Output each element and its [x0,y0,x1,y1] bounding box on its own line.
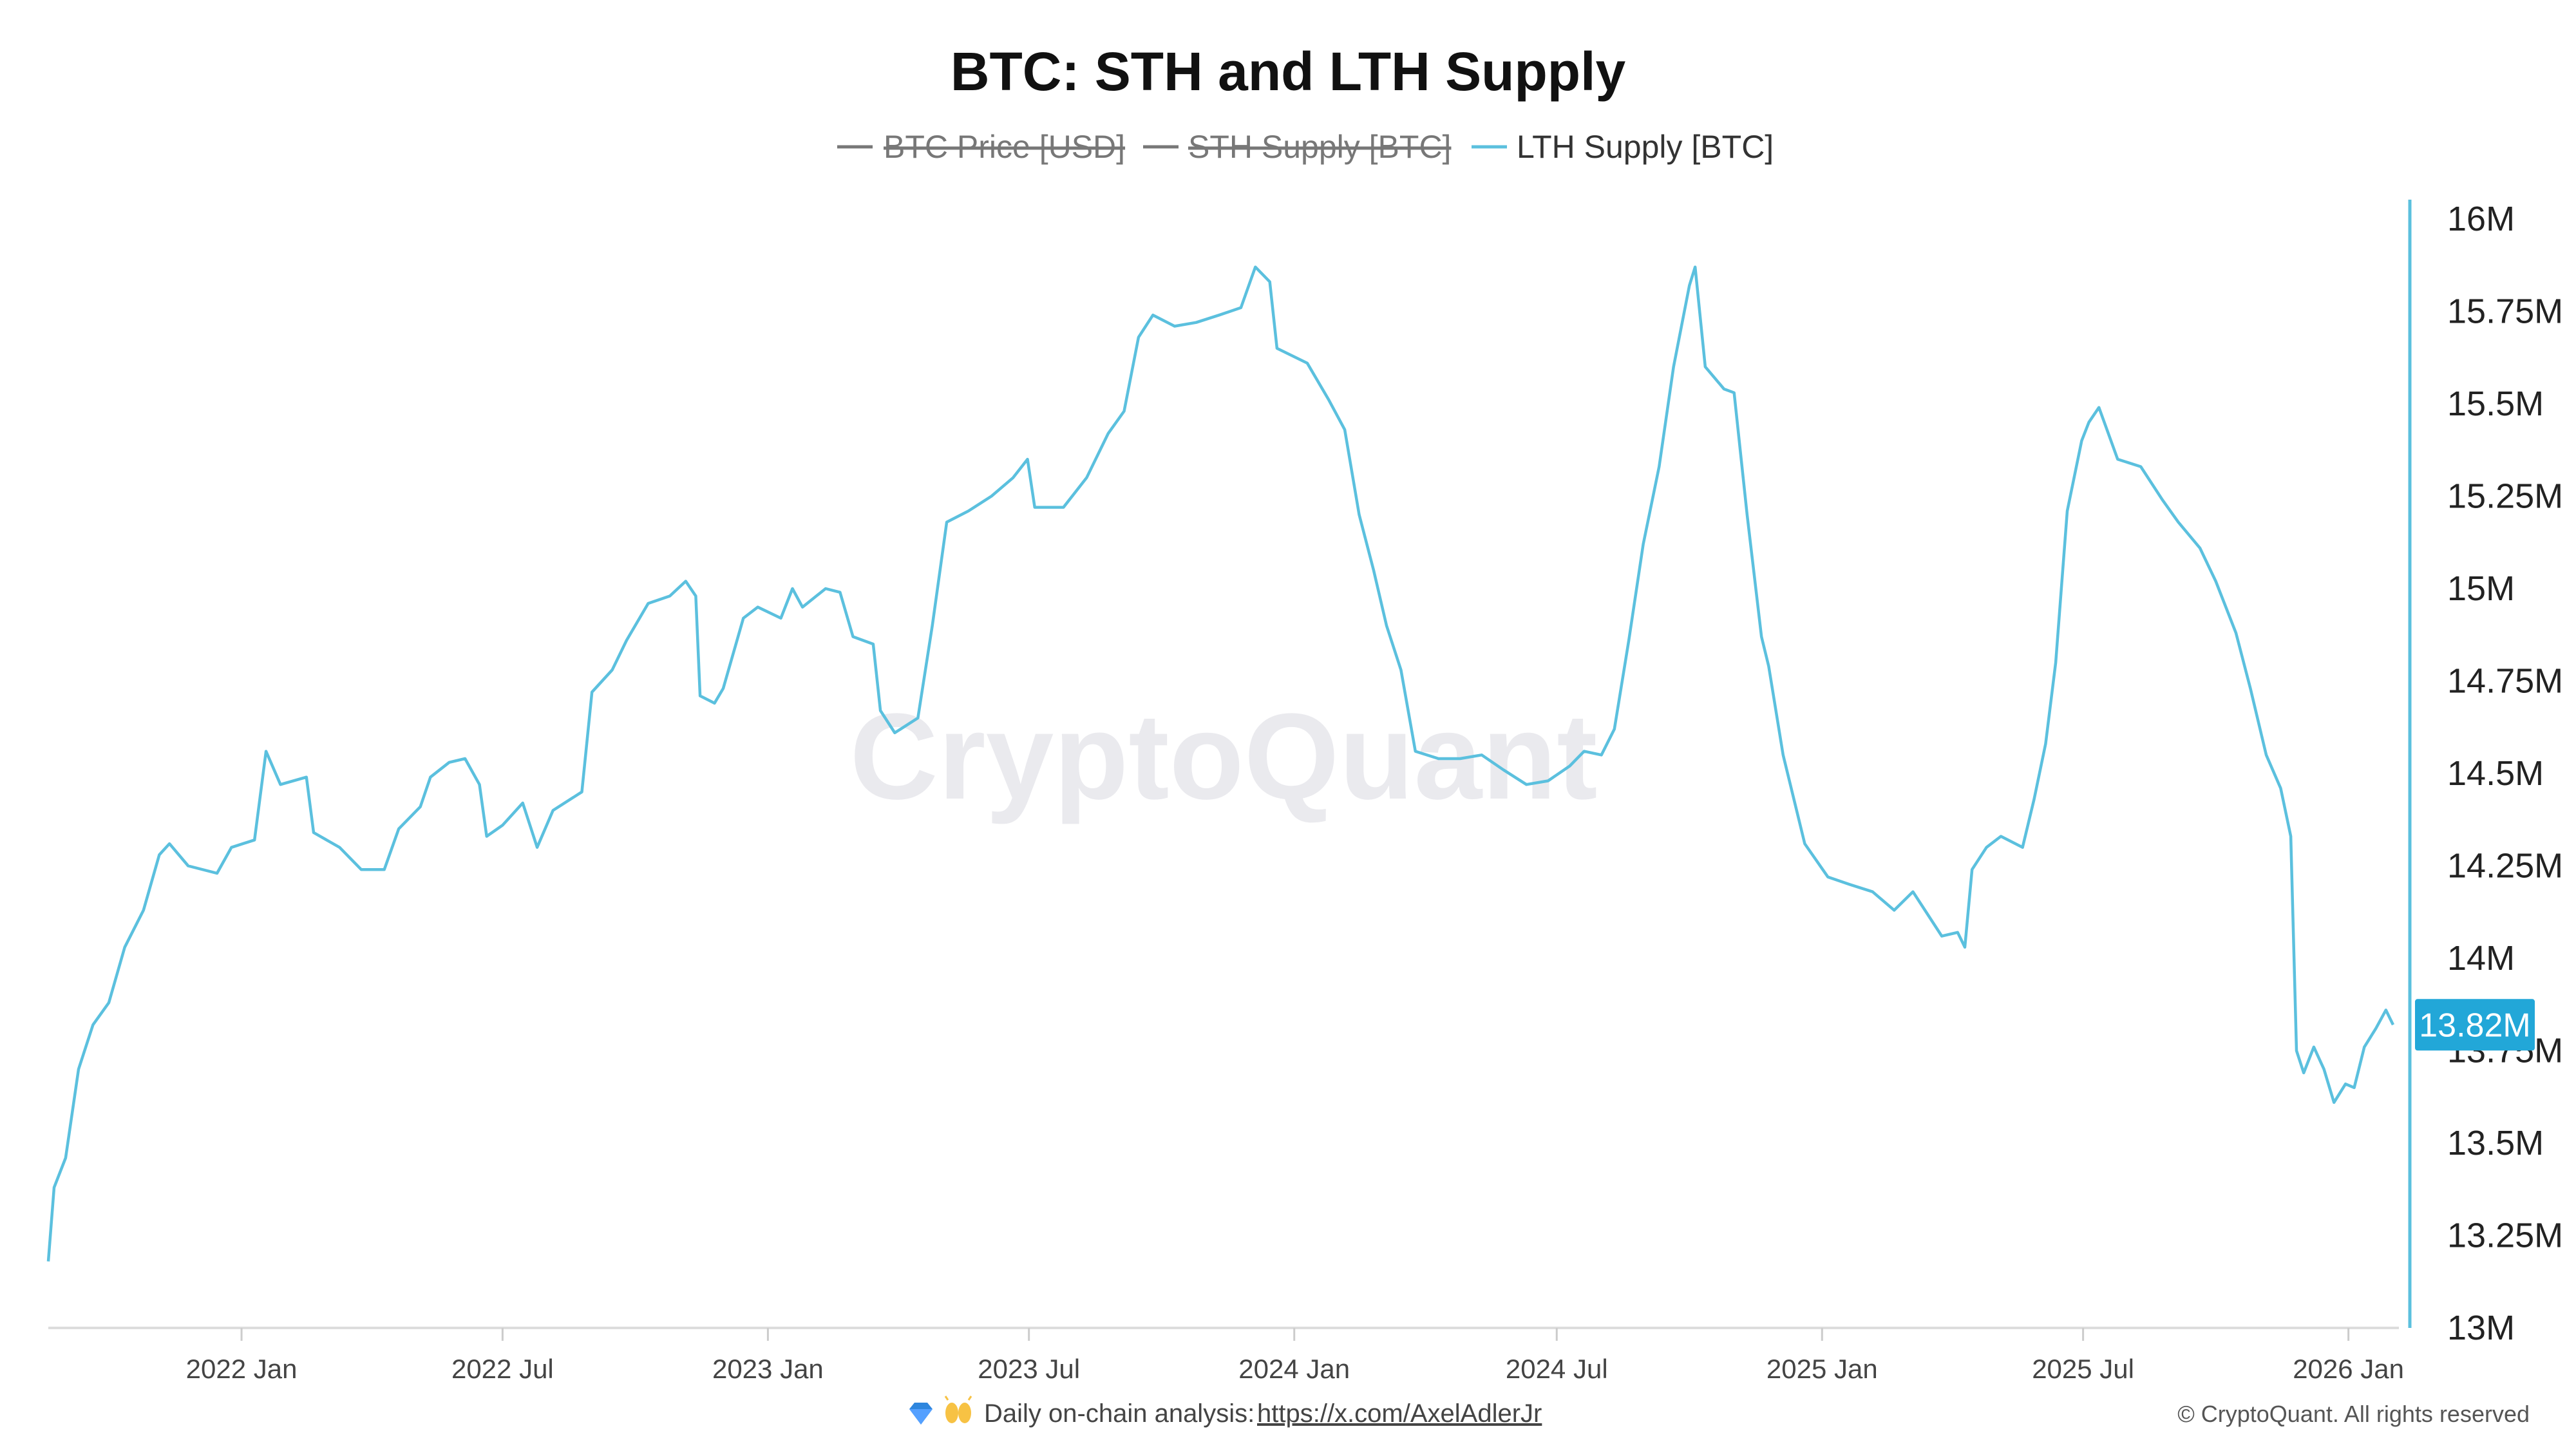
y-tick-label: 15.75M [2447,292,2563,331]
y-tick-label: 14.25M [2447,847,2563,886]
y-tick-label: 13.5M [2447,1124,2544,1162]
legend-label-btc-price: BTC Price [USD] [884,129,1125,165]
x-tick-label: 2024 Jan [1238,1354,1350,1384]
copyright: © CryptoQuant. All rights reserved [2177,1401,2530,1427]
x-tick-label: 2023 Jul [978,1354,1080,1384]
series-line-lth-supply [46,265,2395,1262]
x-tick-label: 2022 Jan [186,1354,298,1384]
x-tick-label: 2022 Jul [451,1354,554,1384]
y-tick-label: 15M [2447,569,2515,608]
legend-item-btc-price[interactable]: BTC Price [USD] [837,129,1125,165]
raising-hands-icon [944,1396,972,1423]
x-axis-ticks: 2022 Jan 2022 Jul 2023 Jan 2023 Jul 2024 Jan… [186,1328,2404,1384]
x-tick-label: 2024 Jul [1506,1354,1608,1384]
y-axis-ticks: 16M 15.75M 15.5M 15.25M 15M 14.75M 14.5M 14.25M… [2447,200,2563,1347]
y-tick-label: 14.75M [2447,662,2563,701]
chart-title: BTC: STH and LTH Supply [951,41,1626,102]
last-value-badge-bg [2415,999,2535,1051]
y-tick-label: 15.25M [2447,477,2563,516]
footer-text: Daily on-chain analysis: [984,1399,1255,1428]
y-tick-label: 13M [2447,1309,2515,1347]
legend-item-sth-supply[interactable]: STH Supply [BTC] [1143,129,1451,165]
footer: Daily on-chain analysis: https://x.com/A… [909,1396,2530,1428]
y-tick-label: 13.25M [2447,1217,2563,1255]
last-value-label: 13.82M [2419,1007,2530,1044]
y-tick-label: 14M [2447,939,2515,978]
legend: BTC Price [USD] STH Supply [BTC] LTH Sup… [837,129,1774,165]
y-tick-label: 14.5M [2447,754,2544,793]
footer-link[interactable]: https://x.com/AxelAdlerJr [1257,1399,1542,1428]
y-tick-label: 15.5M [2447,384,2544,423]
last-value-badge: 13.82M [2415,999,2535,1051]
legend-item-lth-supply[interactable]: LTH Supply [BTC] [1472,129,1774,165]
legend-label-lth-supply: LTH Supply [BTC] [1517,129,1774,165]
x-tick-label: 2026 Jan [2293,1354,2404,1384]
legend-label-sth-supply: STH Supply [BTC] [1188,129,1451,165]
gem-icon [909,1403,933,1425]
x-tick-label: 2025 Jan [1766,1354,1878,1384]
y-tick-label: 16M [2447,200,2515,238]
x-tick-label: 2023 Jan [712,1354,824,1384]
x-tick-label: 2025 Jul [2032,1354,2134,1384]
